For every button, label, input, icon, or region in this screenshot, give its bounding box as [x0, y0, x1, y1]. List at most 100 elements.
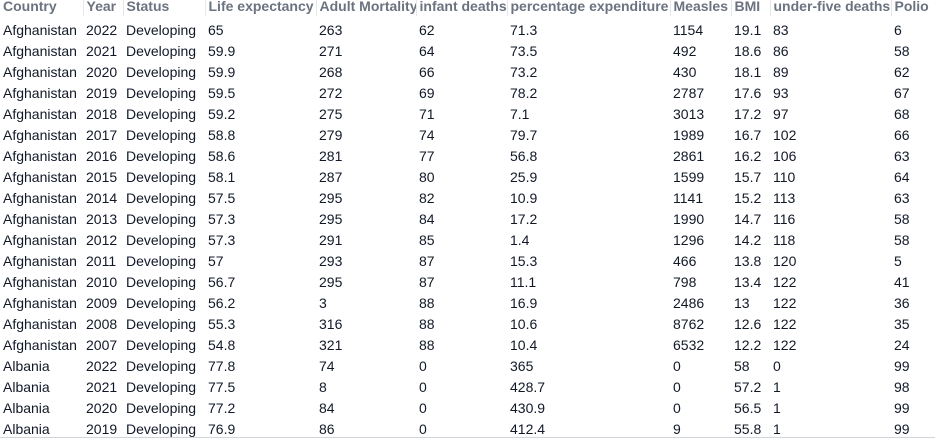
table-cell[interactable]: 64 — [419, 43, 435, 59]
table-cell[interactable]: 83 — [773, 22, 789, 38]
table-cell[interactable]: 36 — [894, 295, 910, 311]
table-cell[interactable]: 365 — [510, 358, 534, 374]
table-cell[interactable]: 15.7 — [734, 169, 762, 185]
table-cell[interactable]: Afghanistan — [3, 190, 77, 206]
table-cell[interactable]: 2019 — [86, 421, 118, 437]
table-cell[interactable]: 118 — [773, 232, 796, 248]
table-cell[interactable]: 2009 — [86, 295, 118, 311]
table-cell[interactable]: 2787 — [673, 85, 705, 101]
table-cell[interactable]: 7.1 — [510, 106, 530, 122]
table-cell[interactable]: 66 — [419, 64, 435, 80]
table-cell[interactable]: 97 — [773, 106, 789, 122]
table-cell[interactable]: 59.9 — [208, 43, 236, 59]
table-cell[interactable]: 16.9 — [510, 295, 538, 311]
table-cell[interactable]: 0 — [673, 400, 681, 416]
column-header[interactable]: infant deaths — [416, 0, 508, 14]
table-cell[interactable]: 1154 — [673, 22, 704, 38]
table-row[interactable]: Afghanistan 2014 Developing 57.5 295 82 10.9 11… — [0, 188, 935, 209]
table-cell[interactable]: 106 — [773, 148, 797, 164]
table-cell[interactable]: 19.1 — [734, 22, 762, 38]
table-cell[interactable]: 77 — [419, 148, 435, 164]
table-cell[interactable]: 99 — [894, 400, 910, 416]
table-cell[interactable]: 10.4 — [510, 337, 538, 353]
table-cell[interactable]: 2014 — [86, 190, 118, 206]
table-cell[interactable]: 56.5 — [734, 400, 762, 416]
table-cell[interactable]: 57.5 — [208, 190, 236, 206]
table-cell[interactable]: 99 — [894, 358, 910, 374]
table-cell[interactable]: 58 — [894, 211, 910, 227]
table-cell[interactable]: 102 — [773, 127, 797, 143]
table-cell[interactable]: 87 — [419, 274, 435, 290]
table-row[interactable]: Afghanistan 2011 Developing 57 293 87 15.3 466 1… — [0, 251, 935, 272]
table-cell[interactable]: 430 — [673, 64, 697, 80]
table-row[interactable]: Afghanistan 2007 Developing 54.8 321 88 10.4 65… — [0, 335, 935, 356]
table-cell[interactable]: 122 — [773, 316, 797, 332]
column-header[interactable]: Polio — [891, 0, 935, 14]
table-cell[interactable]: 271 — [319, 43, 343, 59]
table-cell[interactable]: 2010 — [86, 274, 118, 290]
table-cell[interactable]: 88 — [419, 337, 435, 353]
table-row[interactable]: Afghanistan 2017 Developing 58.8 279 74 79.7 19… — [0, 125, 935, 146]
table-cell[interactable]: 2021 — [86, 379, 118, 395]
table-cell[interactable]: 10.6 — [510, 316, 538, 332]
table-cell[interactable]: 56.8 — [510, 148, 538, 164]
table-cell[interactable]: 412.4 — [510, 421, 546, 437]
table-cell[interactable]: 0 — [673, 379, 681, 395]
table-cell[interactable]: 86 — [773, 43, 789, 59]
table-cell[interactable]: 110 — [773, 169, 796, 185]
table-cell[interactable]: 2013 — [86, 211, 118, 227]
table-cell[interactable]: 1599 — [673, 169, 705, 185]
table-cell[interactable]: Developing — [126, 169, 197, 185]
table-cell[interactable]: 295 — [319, 211, 343, 227]
table-cell[interactable]: 77.8 — [208, 358, 236, 374]
table-cell[interactable]: 11.1 — [510, 274, 537, 290]
table-cell[interactable]: 98 — [894, 379, 910, 395]
table-cell[interactable]: 0 — [419, 400, 427, 416]
column-header[interactable]: Status — [123, 0, 206, 14]
table-cell[interactable]: Albania — [3, 421, 50, 437]
table-cell[interactable]: Afghanistan — [3, 127, 77, 143]
table-cell[interactable]: 1296 — [673, 232, 705, 248]
table-cell[interactable]: Developing — [126, 358, 197, 374]
table-cell[interactable]: 71 — [419, 106, 435, 122]
table-cell[interactable]: 82 — [419, 190, 435, 206]
table-cell[interactable]: 1989 — [673, 127, 705, 143]
table-cell[interactable]: 13 — [734, 295, 750, 311]
table-row[interactable]: Afghanistan 2009 Developing 56.2 3 88 16.9 2486… — [0, 293, 935, 314]
table-row[interactable]: Afghanistan 2022 Developing 65 263 62 71.3 1154… — [0, 16, 935, 41]
table-cell[interactable]: Afghanistan — [3, 232, 77, 248]
table-cell[interactable]: 1990 — [673, 211, 705, 227]
table-cell[interactable]: Afghanistan — [3, 295, 77, 311]
table-cell[interactable]: 1 — [773, 421, 781, 437]
table-cell[interactable]: 293 — [319, 253, 343, 269]
table-cell[interactable]: 58.1 — [208, 169, 236, 185]
table-cell[interactable]: 57 — [208, 253, 224, 269]
table-cell[interactable]: 2008 — [86, 316, 118, 332]
table-cell[interactable]: 35 — [894, 316, 910, 332]
table-cell[interactable]: 12.2 — [734, 337, 762, 353]
table-cell[interactable]: Afghanistan — [3, 169, 77, 185]
table-cell[interactable]: 1 — [773, 379, 781, 395]
table-cell[interactable]: 120 — [773, 253, 797, 269]
table-cell[interactable]: 287 — [319, 169, 343, 185]
table-cell[interactable]: 466 — [673, 253, 697, 269]
table-cell[interactable]: 85 — [419, 232, 435, 248]
table-cell[interactable]: 63 — [894, 190, 910, 206]
table-cell[interactable]: Developing — [126, 22, 197, 38]
table-cell[interactable]: 88 — [419, 295, 435, 311]
table-cell[interactable]: 89 — [773, 64, 789, 80]
table-cell[interactable]: Developing — [126, 316, 197, 332]
table-row[interactable]: Albania 2020 Developing 77.2 84 0 430.9 0 56.5 1 9… — [0, 398, 935, 419]
table-cell[interactable]: 15.2 — [734, 190, 762, 206]
table-cell[interactable]: 279 — [319, 127, 343, 143]
table-row[interactable]: Afghanistan 2013 Developing 57.3 295 84 17.2 19… — [0, 209, 935, 230]
table-cell[interactable]: 41 — [894, 274, 910, 290]
table-cell[interactable]: 2021 — [86, 43, 118, 59]
table-cell[interactable]: Developing — [126, 148, 197, 164]
table-cell[interactable]: 5 — [894, 253, 902, 269]
table-cell[interactable]: 2486 — [673, 295, 705, 311]
column-header[interactable]: under-five deaths — [770, 0, 892, 14]
table-cell[interactable]: 3 — [319, 295, 327, 311]
table-cell[interactable]: 798 — [673, 274, 697, 290]
table-cell[interactable]: 17.2 — [510, 211, 538, 227]
